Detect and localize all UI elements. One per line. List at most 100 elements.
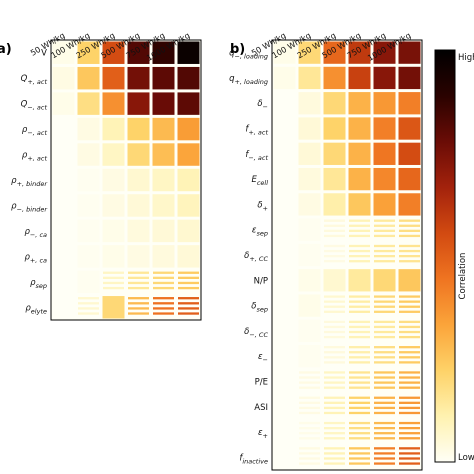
heatmap-cell bbox=[127, 143, 150, 166]
heatmap-cell-stripe bbox=[324, 401, 345, 404]
heatmap-cell-stripe bbox=[374, 346, 395, 349]
heatmap-cell-stripe bbox=[78, 297, 99, 300]
heatmap-cell bbox=[398, 218, 421, 241]
heatmap-cell bbox=[177, 245, 200, 268]
heatmap-frame bbox=[50, 39, 202, 321]
heatmap-cell bbox=[77, 143, 100, 166]
heatmap-cell-stripe bbox=[399, 234, 420, 238]
heatmap-cell bbox=[127, 41, 150, 64]
heatmap-cell-stripe bbox=[128, 276, 149, 280]
heatmap-cell-stripe bbox=[324, 260, 345, 263]
heatmap-cell-stripe bbox=[299, 401, 320, 404]
heatmap-cell bbox=[152, 143, 175, 166]
heatmap-cell-stripe bbox=[374, 255, 395, 258]
heatmap-cell bbox=[398, 167, 421, 191]
heatmap-cell-stripe bbox=[128, 297, 149, 300]
heatmap-cell-stripe bbox=[324, 462, 345, 465]
heatmap-cell bbox=[323, 66, 346, 90]
heatmap-cell bbox=[273, 420, 296, 444]
heatmap-cell-stripe bbox=[349, 255, 370, 258]
heatmap-cell bbox=[323, 117, 346, 140]
heatmap-cell-stripe bbox=[349, 426, 370, 430]
heatmap-frame bbox=[271, 39, 423, 471]
heatmap-cell-stripe bbox=[178, 302, 199, 305]
heatmap-cell bbox=[152, 245, 175, 268]
heatmap-cell bbox=[52, 270, 75, 294]
heatmap-cell-stripe bbox=[349, 351, 370, 354]
heatmap-cell bbox=[398, 41, 421, 64]
colorbar-title: Correlation bbox=[458, 253, 468, 300]
heatmap-cell bbox=[102, 296, 125, 319]
heatmap-cell bbox=[77, 296, 100, 319]
heatmap-cell-stripe bbox=[374, 229, 395, 232]
heatmap-cell-stripe bbox=[374, 305, 395, 308]
heatmap-cell bbox=[348, 269, 371, 292]
heatmap-cell-stripe bbox=[374, 335, 395, 339]
row-label: ρelyte bbox=[25, 303, 47, 315]
heatmap-cell bbox=[298, 269, 321, 292]
heatmap-cell-stripe bbox=[399, 255, 420, 258]
heatmap-cell bbox=[273, 218, 296, 241]
heatmap-cell bbox=[348, 167, 371, 191]
heatmap-cell-stripe bbox=[178, 297, 199, 300]
heatmap-cell-stripe bbox=[399, 330, 420, 334]
row-label: Q+, act bbox=[21, 74, 48, 86]
heatmap-cell bbox=[77, 194, 100, 217]
heatmap-cell-stripe bbox=[153, 286, 174, 290]
heatmap-cell-stripe bbox=[399, 406, 420, 410]
heatmap-cell-stripe bbox=[78, 312, 99, 315]
heatmap-cell-stripe bbox=[399, 224, 420, 227]
heatmap-cell-stripe bbox=[374, 396, 395, 399]
heatmap-cell-stripe bbox=[178, 307, 199, 310]
row-label: ε+ bbox=[258, 428, 268, 440]
heatmap-panel-a: a) V̇ Q+, act Q−, act ρ−, act ρ+, act ρ+, bind… bbox=[0, 31, 202, 321]
heatmap-cell-stripe bbox=[374, 452, 395, 455]
heatmap-panel-b: b)q−, loading q+, loading δ− f+, act f−, act… bbox=[229, 31, 423, 471]
heatmap-cell bbox=[52, 143, 75, 166]
heatmap-cell-stripe bbox=[374, 426, 395, 430]
heatmap-cell-stripe bbox=[349, 219, 370, 222]
heatmap-cell-stripe bbox=[399, 346, 420, 349]
colorbar-gradient bbox=[434, 49, 456, 463]
heatmap-cell bbox=[127, 66, 150, 90]
heatmap-cell-stripe bbox=[399, 426, 420, 430]
heatmap-cell-stripe bbox=[374, 371, 395, 374]
row-label: ρ−, act bbox=[22, 125, 48, 137]
heatmap-cell bbox=[177, 194, 200, 217]
heatmap-cell-stripe bbox=[399, 447, 420, 450]
heatmap-cell-stripe bbox=[374, 234, 395, 238]
heatmap-cell-stripe bbox=[374, 432, 395, 435]
heatmap-cell bbox=[348, 117, 371, 140]
heatmap-cell bbox=[77, 92, 100, 115]
heatmap-cell-stripe bbox=[153, 312, 174, 315]
heatmap-cell-stripe bbox=[374, 437, 395, 440]
heatmap-cell bbox=[298, 218, 321, 241]
heatmap-cell-stripe bbox=[299, 371, 320, 374]
heatmap-cell-stripe bbox=[349, 305, 370, 308]
heatmap-cell-stripe bbox=[374, 411, 395, 415]
heatmap-cell-stripe bbox=[324, 325, 345, 329]
heatmap-cell bbox=[273, 117, 296, 140]
heatmap-cell bbox=[323, 142, 346, 165]
heatmap-cell-stripe bbox=[399, 457, 420, 460]
heatmap-cell bbox=[273, 370, 296, 393]
heatmap-cell-stripe bbox=[374, 421, 395, 425]
heatmap-cell bbox=[398, 193, 421, 216]
heatmap-cell-stripe bbox=[349, 361, 370, 364]
heatmap-cell-stripe bbox=[349, 260, 370, 263]
heatmap-cell bbox=[102, 219, 125, 243]
heatmap-cell bbox=[102, 41, 125, 64]
heatmap-cell-stripe bbox=[299, 457, 320, 460]
heatmap-cell-stripe bbox=[103, 281, 124, 285]
heatmap-cell-stripe bbox=[349, 432, 370, 435]
heatmap-cell-stripe bbox=[374, 310, 395, 313]
heatmap-cell bbox=[273, 243, 296, 267]
heatmap-cell bbox=[273, 66, 296, 90]
heatmap-cell bbox=[177, 92, 200, 115]
heatmap-cell-stripe bbox=[374, 224, 395, 227]
heatmap-cell-stripe bbox=[399, 260, 420, 263]
heatmap-cell-stripe bbox=[103, 286, 124, 290]
heatmap-cell-stripe bbox=[349, 300, 370, 303]
heatmap-cell-stripe bbox=[299, 376, 320, 379]
